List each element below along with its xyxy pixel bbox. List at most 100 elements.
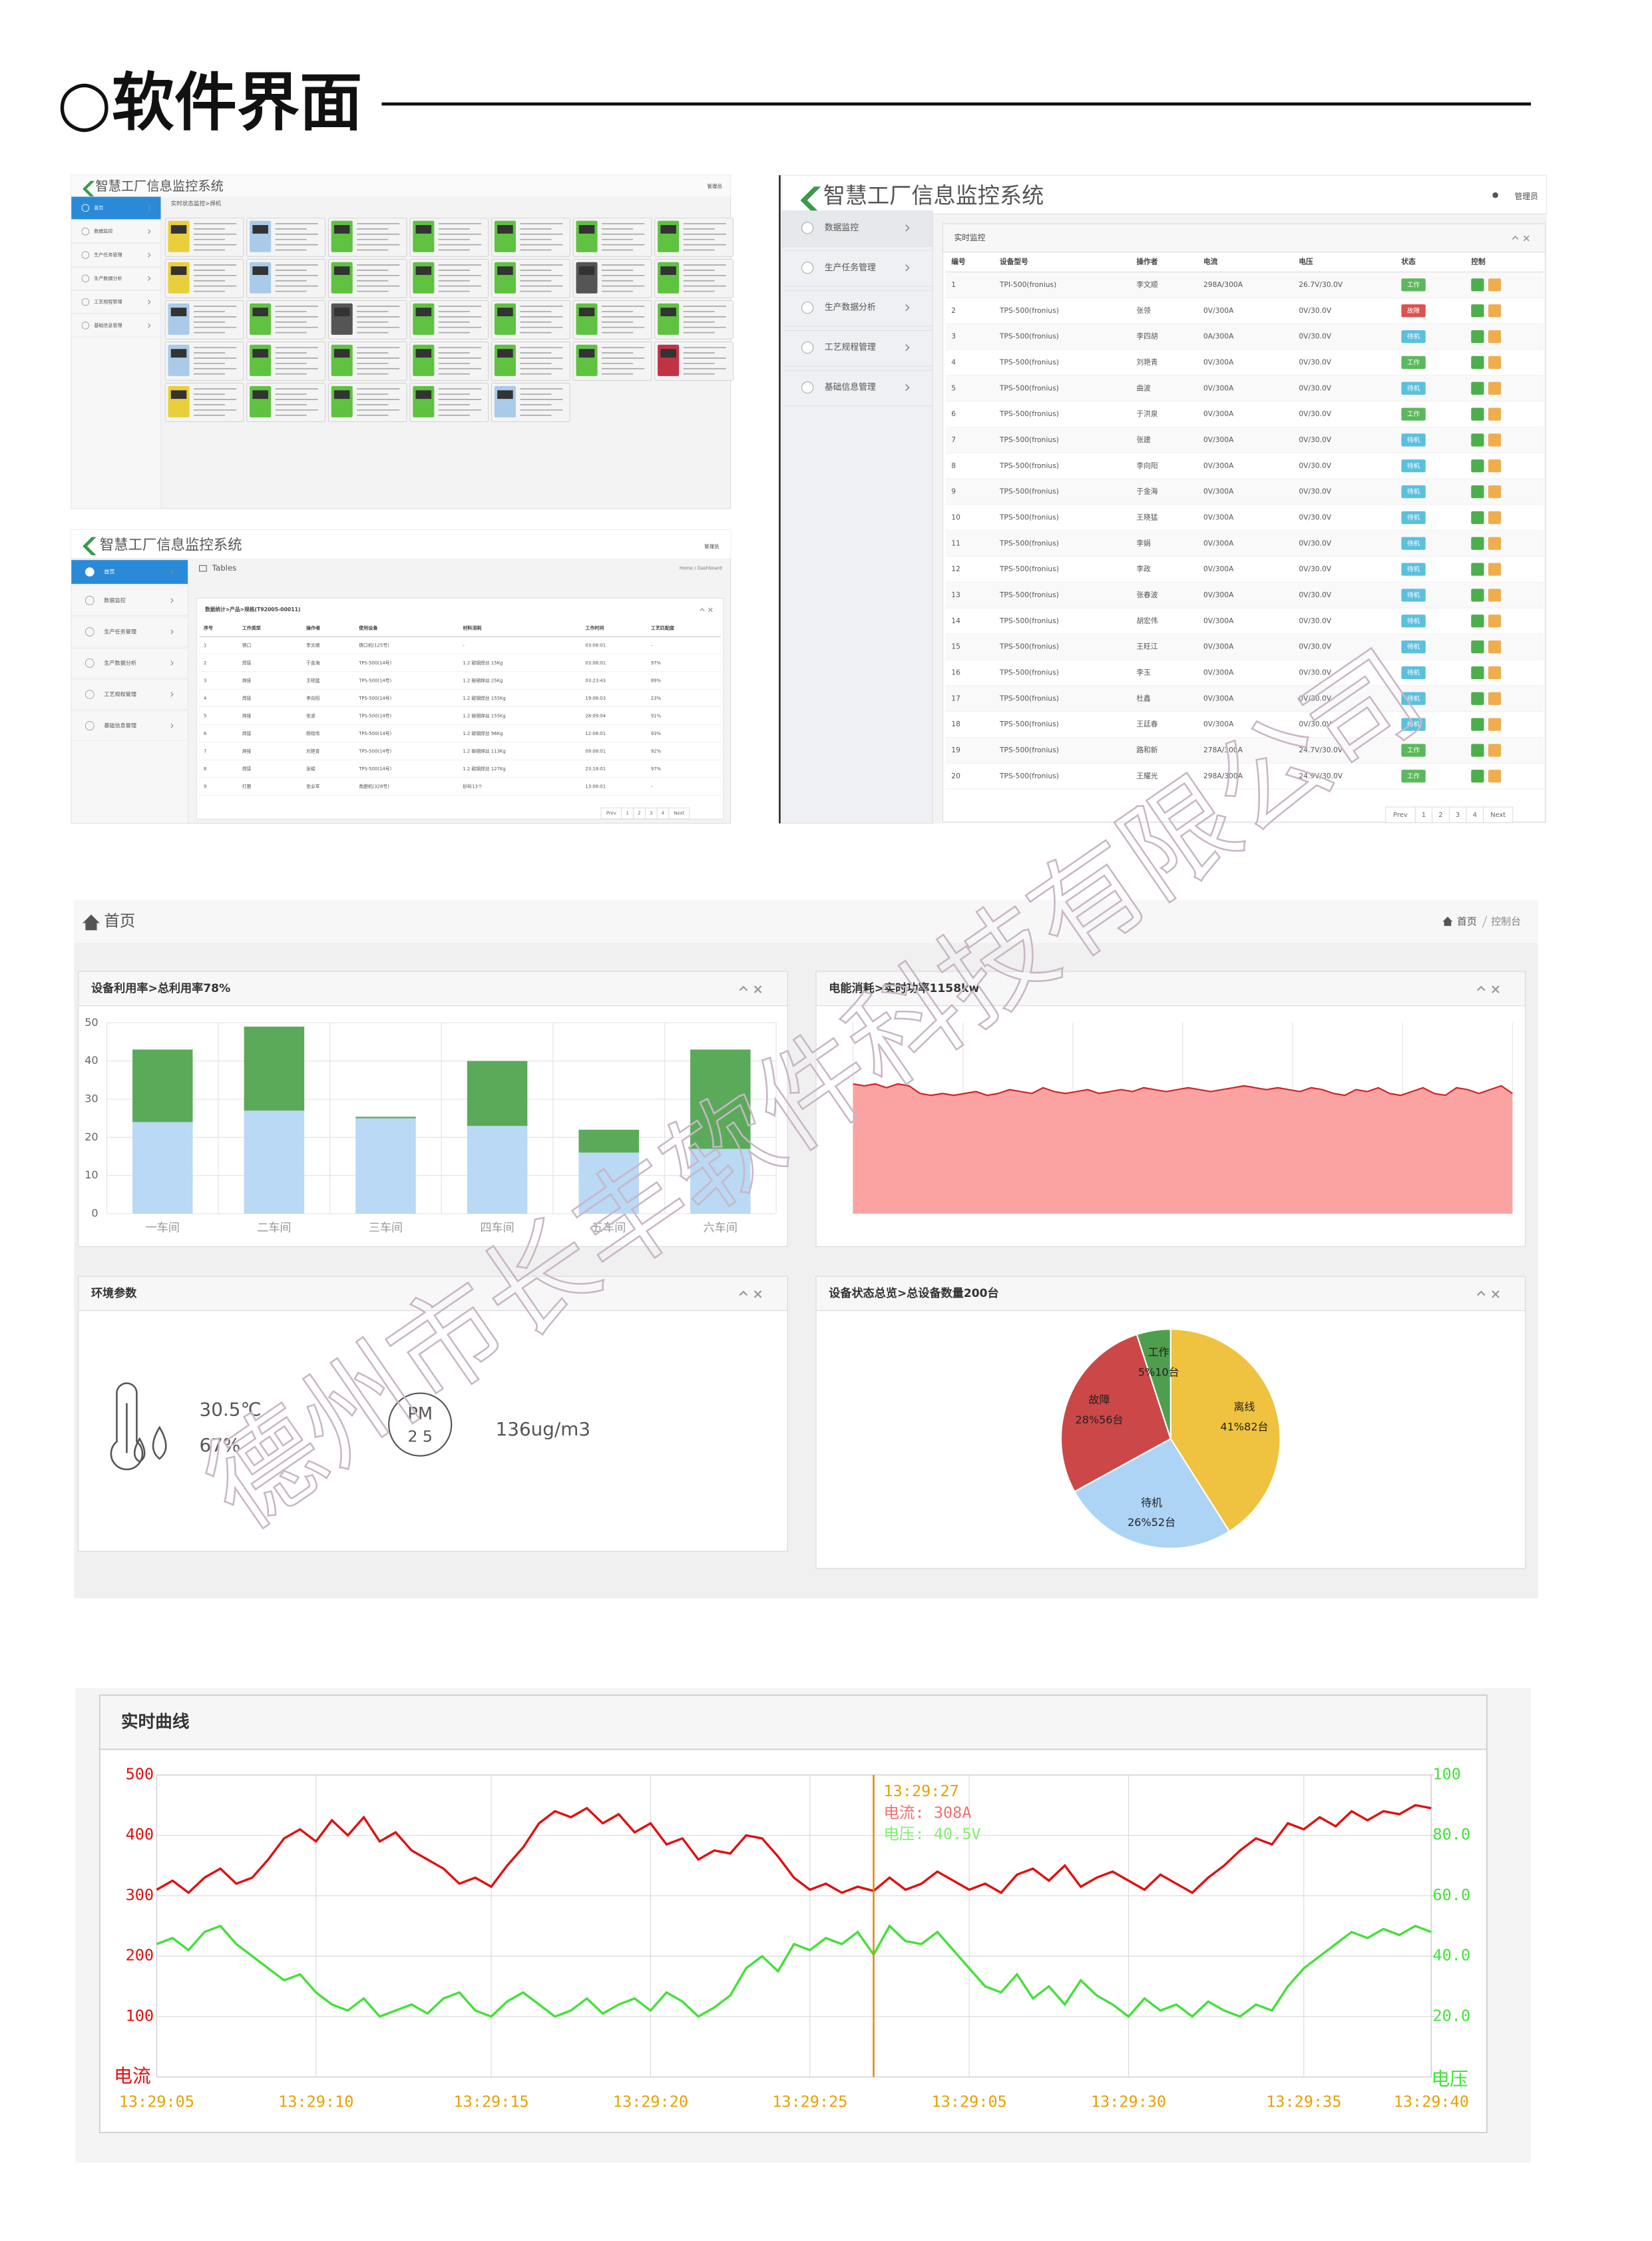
- table-cell: 0V/30.0V: [1299, 565, 1332, 573]
- delete-button[interactable]: [1488, 563, 1502, 576]
- menu-item: [71, 314, 162, 338]
- delete-button[interactable]: [1488, 770, 1502, 783]
- edit-button[interactable]: [1471, 381, 1484, 395]
- delete-button[interactable]: [1488, 459, 1502, 473]
- y-tick-label: 40: [85, 1054, 98, 1067]
- edit-button[interactable]: [1471, 278, 1484, 292]
- menu-label: 生产数据分析: [104, 660, 136, 666]
- status-badge: [1401, 744, 1426, 757]
- table-cell: 09:08:01: [585, 748, 606, 754]
- table-cell: 张春波: [1136, 591, 1157, 599]
- edit-button[interactable]: [1471, 407, 1484, 421]
- table-cell: 王晓猛: [1136, 513, 1157, 521]
- edit-button[interactable]: [1471, 666, 1484, 680]
- menu-icon: [81, 204, 90, 212]
- table-header: 序号: [203, 625, 213, 631]
- close-icon: [1492, 1290, 1500, 1298]
- series-line: [156, 1924, 1432, 2019]
- table-cell: 0V/300A: [1203, 461, 1234, 470]
- delete-button[interactable]: [1488, 589, 1502, 602]
- device-screen: [252, 225, 268, 234]
- device-screen: [578, 308, 595, 317]
- delete-button[interactable]: [1488, 278, 1502, 292]
- delete-button[interactable]: [1488, 304, 1502, 318]
- bar-segment: [244, 1027, 305, 1111]
- table-cell: 24.9V/30.0V: [1299, 772, 1343, 780]
- edit-button[interactable]: [1471, 459, 1484, 473]
- delete-button[interactable]: [1488, 718, 1502, 731]
- status-label: 工作: [1407, 281, 1420, 289]
- table-cell: 26.7V/30.0V: [1299, 280, 1343, 289]
- table-header: 材料消耗: [462, 625, 481, 631]
- panel-header: [99, 1694, 1488, 1750]
- table-cell: 0V/300A: [1203, 539, 1234, 547]
- user-icon: [1492, 192, 1498, 198]
- menu-icon: [801, 341, 814, 354]
- delete-button[interactable]: [1488, 692, 1502, 705]
- table-cell: 打磨: [242, 784, 252, 790]
- table-cell: 胡宏伟: [1136, 617, 1157, 625]
- edit-button[interactable]: [1471, 433, 1484, 447]
- edit-button[interactable]: [1471, 563, 1484, 576]
- breadcrumb: 首页: [1457, 915, 1477, 927]
- device-screen: [333, 225, 350, 234]
- collapse-icon: [1512, 235, 1519, 240]
- edit-button[interactable]: [1471, 770, 1484, 783]
- table-cell: 0V/300A: [1203, 720, 1234, 728]
- table-cell: 9: [951, 487, 956, 496]
- delete-button[interactable]: [1488, 744, 1502, 757]
- area-fill: [853, 1084, 1513, 1214]
- table-cell: 铸口机(125号): [359, 642, 389, 648]
- panel-title: 设备状态总览>总设备数量200台: [829, 1286, 998, 1300]
- delete-button[interactable]: [1488, 666, 1502, 680]
- edit-button[interactable]: [1471, 640, 1484, 654]
- table-cell: 李文顺: [306, 642, 320, 648]
- delete-button[interactable]: [1488, 485, 1502, 499]
- delete-button[interactable]: [1488, 615, 1502, 628]
- temperature: 30.5℃: [200, 1398, 262, 1420]
- delete-button[interactable]: [1488, 330, 1502, 344]
- edit-button[interactable]: [1471, 744, 1484, 757]
- delete-button[interactable]: [1488, 407, 1502, 421]
- edit-button[interactable]: [1471, 304, 1484, 318]
- x-tick-label: 三车间: [369, 1221, 403, 1234]
- menu-icon: [801, 262, 814, 274]
- table-cell: 0V/30.0V: [1299, 383, 1332, 392]
- table-cell: 0V/30.0V: [1299, 539, 1332, 547]
- menu-item: [71, 266, 162, 290]
- bar-segment: [467, 1126, 528, 1214]
- table-cell: 王廷春: [1136, 720, 1157, 728]
- edit-button[interactable]: [1471, 356, 1484, 370]
- edit-button[interactable]: [1471, 615, 1484, 628]
- table-cell: 15: [951, 642, 960, 651]
- delete-button[interactable]: [1488, 356, 1502, 370]
- delete-button[interactable]: [1488, 537, 1502, 550]
- edit-button[interactable]: [1471, 330, 1484, 344]
- table-cell: 张峻: [306, 766, 315, 772]
- status-badge: [1401, 304, 1426, 318]
- edit-button[interactable]: [1471, 718, 1484, 731]
- table-cell: TPS-500(fronius): [999, 565, 1059, 573]
- edit-button[interactable]: [1471, 692, 1484, 705]
- x-tick-label: 13:29:10: [278, 2093, 353, 2111]
- status-label: 待机: [1407, 694, 1420, 702]
- delete-button[interactable]: [1488, 511, 1502, 525]
- row-stripe: [945, 427, 1544, 453]
- edit-button[interactable]: [1471, 589, 1484, 602]
- delete-button[interactable]: [1488, 433, 1502, 447]
- table-cell: 9: [204, 784, 206, 790]
- device-screen: [170, 390, 187, 399]
- status-badge: [1401, 278, 1426, 292]
- edit-button[interactable]: [1471, 537, 1484, 550]
- edit-button[interactable]: [1471, 485, 1484, 499]
- table-cell: 278A/300A: [1203, 746, 1243, 754]
- table-cell: 1: [204, 642, 206, 648]
- y2-tick-label: 40.0: [1432, 1946, 1470, 1965]
- edit-button[interactable]: [1471, 511, 1484, 525]
- table-cell: 李四胡: [1136, 332, 1157, 341]
- delete-button[interactable]: [1488, 381, 1502, 395]
- table-header: 操作者: [1136, 258, 1157, 266]
- delete-button[interactable]: [1488, 640, 1502, 654]
- x-tick-label: 13:29:05: [932, 2093, 1007, 2111]
- menu-item: [71, 679, 188, 710]
